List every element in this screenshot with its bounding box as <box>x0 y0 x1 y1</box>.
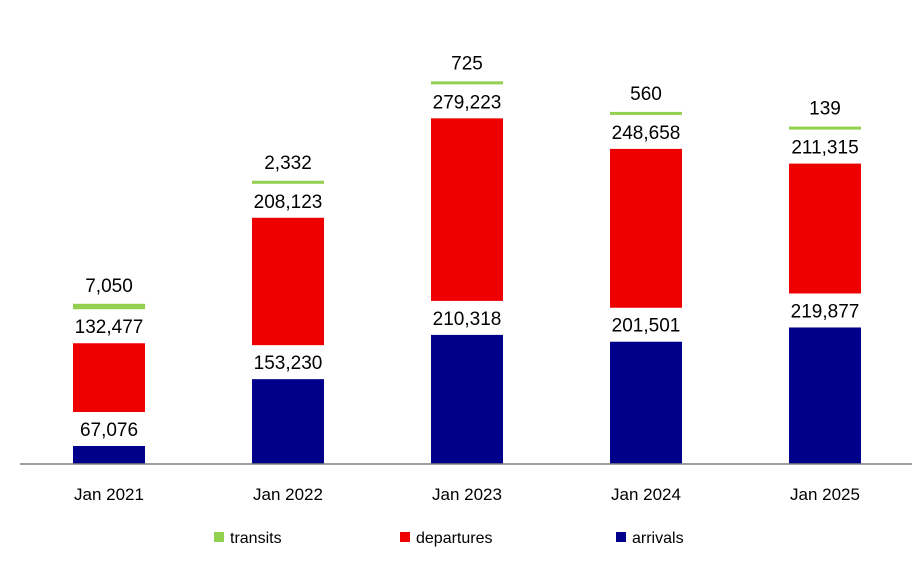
label-arrivals-4: 219,877 <box>791 301 860 322</box>
x-tick-1: Jan 2022 <box>253 485 323 504</box>
bar-departures-0 <box>73 343 145 412</box>
x-tick-0: Jan 2021 <box>74 485 144 504</box>
bar-arrivals-4 <box>789 327 861 464</box>
x-tick-4: Jan 2025 <box>790 485 860 504</box>
label-transits-4: 139 <box>809 99 841 120</box>
bars-layer <box>73 81 861 464</box>
bar-arrivals-2 <box>431 334 503 464</box>
label-transits-3: 560 <box>630 84 662 105</box>
label-departures-2: 279,223 <box>433 92 502 113</box>
legend-label-arrivals: arrivals <box>632 530 684 547</box>
legend-swatch-transits <box>214 532 224 542</box>
label-transits-1: 2,332 <box>264 153 312 174</box>
label-arrivals-2: 210,318 <box>433 309 502 330</box>
label-departures-4: 211,315 <box>791 138 858 159</box>
bar-transits-1 <box>252 180 324 184</box>
bar-departures-2 <box>431 118 503 301</box>
bar-arrivals-0 <box>73 445 145 464</box>
x-tick-3: Jan 2024 <box>611 485 681 504</box>
bar-transits-0 <box>73 303 145 310</box>
bar-transits-2 <box>431 81 503 85</box>
legend-swatch-arrivals <box>616 532 626 542</box>
x-tick-2: Jan 2023 <box>432 485 502 504</box>
label-transits-2: 725 <box>451 53 483 74</box>
bar-departures-3 <box>610 148 682 308</box>
legend-label-transits: transits <box>230 530 282 547</box>
bar-departures-1 <box>252 217 324 346</box>
x-tick-labels: Jan 2021 Jan 2022 Jan 2023 Jan 2024 Jan 2025 <box>74 485 860 504</box>
label-arrivals-0: 67,076 <box>80 420 138 441</box>
label-arrivals-3: 201,501 <box>612 316 681 337</box>
label-transits-0: 7,050 <box>85 276 133 297</box>
bar-arrivals-3 <box>610 341 682 464</box>
label-departures-3: 248,658 <box>612 123 681 144</box>
label-departures-0: 132,477 <box>75 317 144 338</box>
legend: transits departures arrivals <box>214 530 684 547</box>
label-departures-1: 208,123 <box>254 192 323 213</box>
bar-transits-3 <box>610 111 682 115</box>
bar-departures-4 <box>789 163 861 294</box>
label-arrivals-1: 153,230 <box>254 353 323 374</box>
legend-swatch-departures <box>400 532 410 542</box>
legend-label-departures: departures <box>416 530 493 547</box>
data-labels-layer: 67,076 132,477 7,050 153,230 208,123 2,332 210… <box>75 53 860 441</box>
bar-transits-4 <box>789 126 861 130</box>
bar-arrivals-1 <box>252 379 324 464</box>
